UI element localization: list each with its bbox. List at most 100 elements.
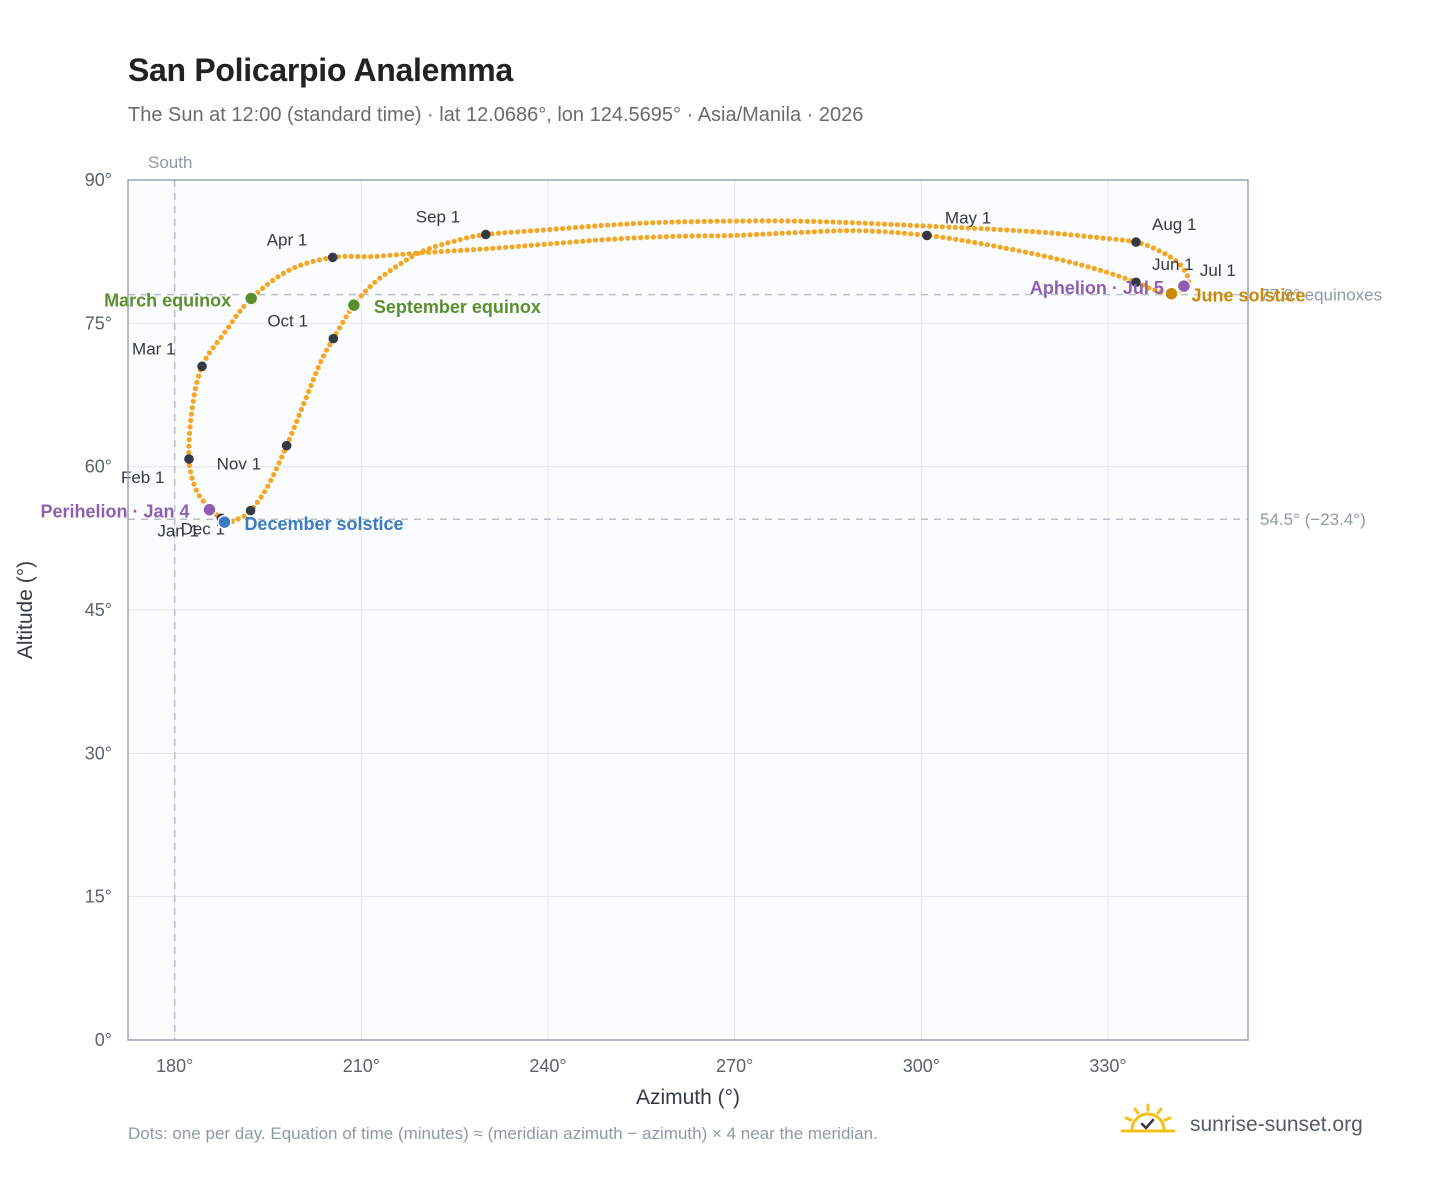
- day-dot: [766, 218, 772, 224]
- day-dot: [1055, 231, 1061, 237]
- day-dot: [237, 308, 243, 314]
- day-dot: [477, 246, 483, 252]
- day-dot: [1048, 254, 1054, 261]
- day-dot: [881, 221, 888, 227]
- day-dot: [337, 325, 343, 331]
- day-dot: [791, 218, 798, 224]
- day-dot: [715, 233, 721, 239]
- day-dot: [676, 233, 682, 239]
- day-dot: [1116, 273, 1122, 279]
- day-dot: [265, 483, 271, 489]
- day-dot: [572, 224, 579, 231]
- day-dot: [432, 249, 438, 255]
- day-dot: [1062, 231, 1068, 237]
- day-dot: [515, 229, 521, 235]
- day-dot: [348, 253, 354, 259]
- day-dot: [1113, 236, 1119, 242]
- month-label-1: Feb 1: [121, 468, 164, 487]
- day-dot: [1010, 246, 1016, 253]
- reference-label-1: 54.5° (−23.4°): [1260, 510, 1366, 529]
- day-dot: [714, 218, 720, 224]
- y-axis-ticks: 0° 15° 30° 45° 60° 75° 90°: [85, 170, 112, 1050]
- day-dot: [541, 241, 547, 247]
- reference-label-0: 77.9° equinoxes: [1260, 286, 1382, 305]
- event-dot-2: [1164, 286, 1179, 301]
- y-tick-label-6: 90°: [85, 170, 112, 190]
- day-dot: [798, 218, 804, 224]
- day-dot: [368, 254, 374, 260]
- day-dot: [1029, 229, 1036, 235]
- day-dot: [785, 218, 791, 224]
- day-dot: [1081, 233, 1087, 239]
- day-dot: [598, 222, 604, 229]
- day-dot: [547, 226, 553, 233]
- day-dot: [599, 237, 605, 243]
- day-dot: [1177, 262, 1183, 268]
- day-dot: [1054, 256, 1060, 262]
- day-dot: [1126, 238, 1132, 244]
- month-markers: Jan 1 Feb 1 Mar 1 Apr 1 May 1 Jun 1 Jul 1 Aug 1…: [121, 207, 1236, 540]
- day-dot: [1068, 232, 1074, 238]
- day-dot: [708, 218, 714, 224]
- day-dot: [495, 230, 501, 236]
- month-dot-8: [480, 229, 491, 240]
- day-dot: [830, 219, 836, 225]
- day-dot: [276, 460, 282, 466]
- day-dot: [753, 231, 760, 238]
- day-dot: [695, 233, 702, 239]
- day-dot: [321, 353, 327, 359]
- day-dot: [296, 412, 302, 418]
- day-dot: [727, 218, 733, 224]
- y-tick-label-3: 45°: [85, 600, 112, 620]
- day-dot: [760, 231, 766, 237]
- day-dot: [580, 238, 586, 244]
- day-dot: [889, 229, 895, 235]
- month-dot-4: [922, 230, 932, 241]
- day-dot: [933, 223, 939, 230]
- event-label-4: Perihelion · Jan 4: [40, 502, 189, 522]
- day-dot: [946, 235, 952, 241]
- y-tick-label-5: 75°: [85, 313, 112, 333]
- day-dot: [592, 223, 598, 229]
- day-dot: [191, 392, 197, 398]
- day-dot: [310, 258, 316, 264]
- day-dot: [268, 477, 274, 483]
- day-dot: [1066, 259, 1072, 265]
- day-dot: [313, 370, 319, 377]
- day-dot: [324, 347, 330, 353]
- day-dot: [953, 236, 959, 242]
- day-dot: [863, 228, 869, 234]
- day-dot: [1003, 245, 1010, 251]
- footnote: Dots: one per day. Equation of time (min…: [128, 1124, 878, 1143]
- day-dot: [470, 233, 476, 240]
- day-dot: [933, 233, 940, 240]
- day-dot: [1122, 275, 1128, 281]
- day-dot: [1036, 229, 1042, 235]
- day-dot: [355, 253, 361, 260]
- day-dot: [1016, 248, 1022, 254]
- day-dot: [214, 339, 220, 346]
- day-dot: [984, 242, 991, 248]
- day-dot: [1060, 257, 1066, 263]
- day-dot: [464, 247, 470, 253]
- day-dot: [496, 245, 502, 251]
- day-dot: [1035, 252, 1041, 258]
- day-dot: [849, 220, 855, 226]
- day-dot: [393, 264, 399, 270]
- day-dot: [286, 436, 292, 442]
- event-dot-3: [217, 514, 232, 530]
- x-tick-label-5: 330°: [1089, 1056, 1126, 1076]
- y-tick-label-0: 0°: [95, 1030, 112, 1050]
- day-dot: [1097, 267, 1104, 273]
- month-label-7: Aug 1: [1152, 215, 1196, 234]
- day-dot: [1079, 262, 1085, 268]
- day-dot: [432, 243, 439, 249]
- day-dot: [361, 254, 367, 260]
- brand[interactable]: sunrise-sunset.org: [1118, 1100, 1388, 1150]
- day-dot: [888, 221, 894, 227]
- day-dot: [662, 219, 669, 225]
- day-dot: [521, 228, 527, 234]
- day-dot: [186, 437, 192, 443]
